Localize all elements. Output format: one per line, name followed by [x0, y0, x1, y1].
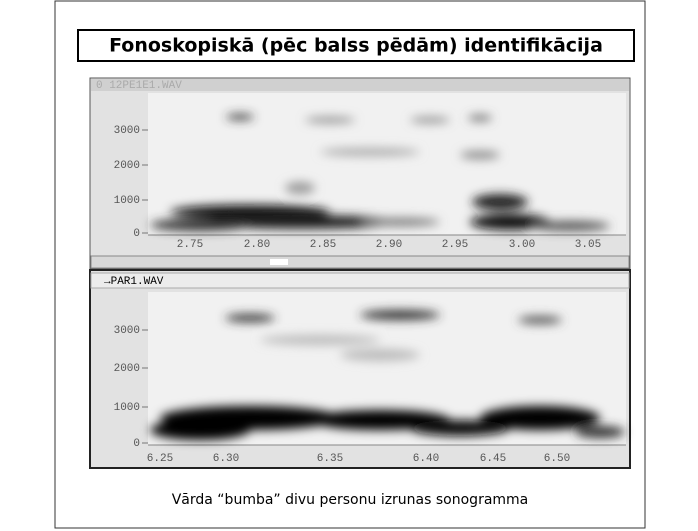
spectrogram-blob [260, 335, 380, 345]
title: Fonoskopiskā (pēc balss pēdām) identifik… [109, 35, 603, 57]
page: Fonoskopiskā (pēc balss pēdām) identifik… [0, 0, 698, 531]
panel-header [91, 273, 629, 288]
spectrogram-blob [285, 182, 315, 194]
file-name: 0 12PE1E1.WAV [96, 80, 182, 92]
y-tick-label: 1000 [114, 195, 140, 207]
y-tick-label: 0 [133, 438, 140, 450]
x-tick-label: 3.05 [575, 239, 601, 251]
spectrogram-blob [320, 148, 420, 156]
x-tick-label: 6.50 [544, 453, 570, 465]
y-tick-label: 0 [133, 228, 140, 240]
x-tick-label: 3.00 [509, 239, 535, 251]
x-tick-label: 6.35 [317, 453, 343, 465]
file-name: →PAR1.WAV [104, 276, 164, 288]
spectrogram-blob [360, 218, 440, 226]
scroll-thumb [270, 259, 288, 265]
x-tick-label: 2.85 [310, 239, 336, 251]
x-tick-label: 6.40 [413, 453, 439, 465]
caption: Vārda “bumba” divu personu izrunas sonog… [172, 492, 529, 508]
spectrogram-blob [150, 219, 250, 231]
spectrogram-blob [360, 310, 440, 320]
x-tick-label: 2.80 [244, 239, 270, 251]
spectrogram-blob [518, 316, 562, 324]
x-tick-label: 6.45 [480, 453, 506, 465]
spectrogram-blob [575, 426, 625, 438]
spectrogram-blob [225, 314, 275, 322]
y-tick-label: 1000 [114, 402, 140, 414]
scrollbar [91, 256, 629, 268]
spectrogram-blob [460, 151, 500, 159]
spectrogram-blob [410, 117, 450, 123]
x-tick-label: 6.30 [213, 453, 239, 465]
spectrogram-blob [226, 114, 254, 120]
y-tick-label: 3000 [114, 325, 140, 337]
y-tick-label: 2000 [114, 363, 140, 375]
spectrogram-blob [472, 194, 528, 210]
y-tick-label: 3000 [114, 125, 140, 137]
slide: Fonoskopiskā (pēc balss pēdām) identifik… [0, 0, 698, 531]
spectrogram-blob [468, 115, 492, 121]
x-tick-label: 2.95 [442, 239, 468, 251]
x-tick-label: 6.25 [147, 453, 173, 465]
spectrogram-blob [340, 349, 420, 361]
x-tick-label: 2.75 [177, 239, 203, 251]
y-tick-label: 2000 [114, 160, 140, 172]
spectrogram-blob [305, 117, 355, 123]
spectrogram-blob [150, 420, 250, 440]
spectrogram-blob [530, 221, 610, 231]
spectrogram-blob [410, 420, 510, 436]
x-tick-label: 2.90 [376, 239, 402, 251]
